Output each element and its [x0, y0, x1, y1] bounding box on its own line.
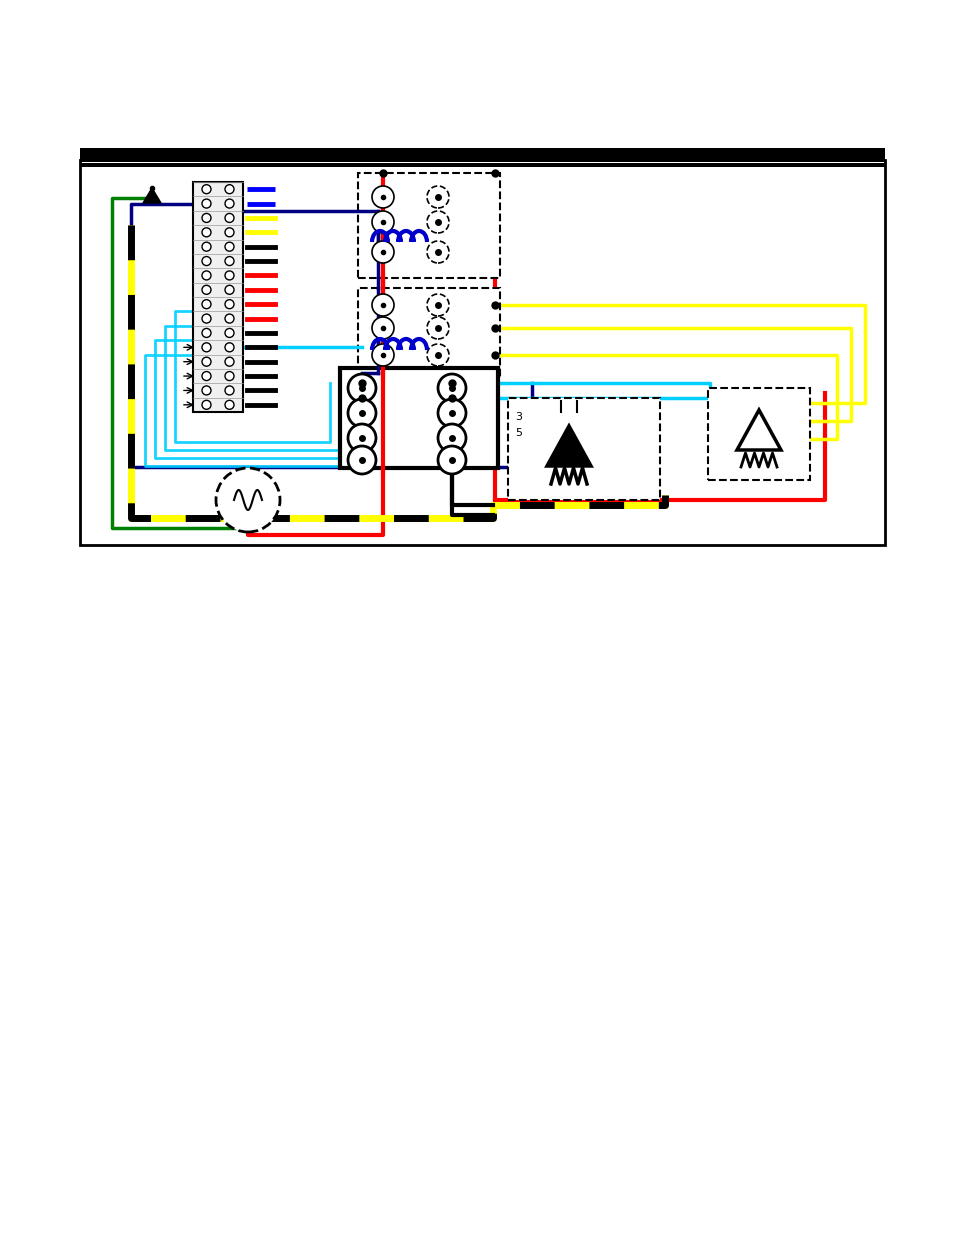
Circle shape	[372, 294, 394, 316]
Circle shape	[202, 214, 211, 222]
Circle shape	[427, 186, 449, 207]
Circle shape	[202, 387, 211, 395]
Circle shape	[215, 468, 280, 532]
Circle shape	[427, 345, 449, 366]
Circle shape	[202, 270, 211, 280]
Bar	[80, 148, 884, 162]
Polygon shape	[546, 426, 590, 466]
Circle shape	[225, 214, 233, 222]
Circle shape	[202, 300, 211, 309]
Circle shape	[225, 242, 233, 251]
Circle shape	[225, 372, 233, 380]
Circle shape	[225, 285, 233, 294]
Circle shape	[202, 314, 211, 324]
Circle shape	[225, 343, 233, 352]
Circle shape	[427, 241, 449, 263]
Circle shape	[427, 294, 449, 316]
Circle shape	[437, 446, 465, 474]
Circle shape	[372, 317, 394, 338]
Circle shape	[225, 400, 233, 409]
Circle shape	[437, 424, 465, 452]
Circle shape	[202, 285, 211, 294]
Circle shape	[225, 185, 233, 194]
Circle shape	[372, 186, 394, 207]
Circle shape	[427, 211, 449, 233]
Circle shape	[202, 199, 211, 207]
Circle shape	[202, 227, 211, 237]
Circle shape	[348, 446, 375, 474]
Circle shape	[348, 374, 375, 403]
Bar	[193, 182, 243, 412]
Bar	[707, 388, 809, 480]
Circle shape	[437, 374, 465, 403]
Circle shape	[202, 372, 211, 380]
Circle shape	[202, 185, 211, 194]
Circle shape	[202, 343, 211, 352]
Circle shape	[225, 257, 233, 266]
Circle shape	[202, 329, 211, 337]
Circle shape	[202, 357, 211, 367]
Circle shape	[225, 300, 233, 309]
Circle shape	[225, 357, 233, 367]
Bar	[357, 288, 499, 378]
Circle shape	[225, 270, 233, 280]
Circle shape	[225, 199, 233, 207]
Circle shape	[348, 399, 375, 427]
Circle shape	[225, 329, 233, 337]
Circle shape	[202, 257, 211, 266]
Circle shape	[225, 314, 233, 324]
Circle shape	[348, 424, 375, 452]
Text: 3: 3	[515, 412, 521, 422]
Bar	[80, 161, 884, 545]
Circle shape	[427, 317, 449, 338]
Bar	[507, 398, 659, 500]
Circle shape	[225, 227, 233, 237]
Bar	[80, 163, 884, 167]
Bar	[357, 173, 499, 278]
Circle shape	[372, 241, 394, 263]
Circle shape	[372, 211, 394, 233]
Circle shape	[225, 387, 233, 395]
Polygon shape	[143, 188, 161, 203]
Polygon shape	[737, 410, 781, 450]
Bar	[339, 368, 497, 468]
Circle shape	[202, 242, 211, 251]
Text: 5: 5	[515, 429, 521, 438]
Circle shape	[372, 345, 394, 366]
Circle shape	[202, 400, 211, 409]
Circle shape	[437, 399, 465, 427]
